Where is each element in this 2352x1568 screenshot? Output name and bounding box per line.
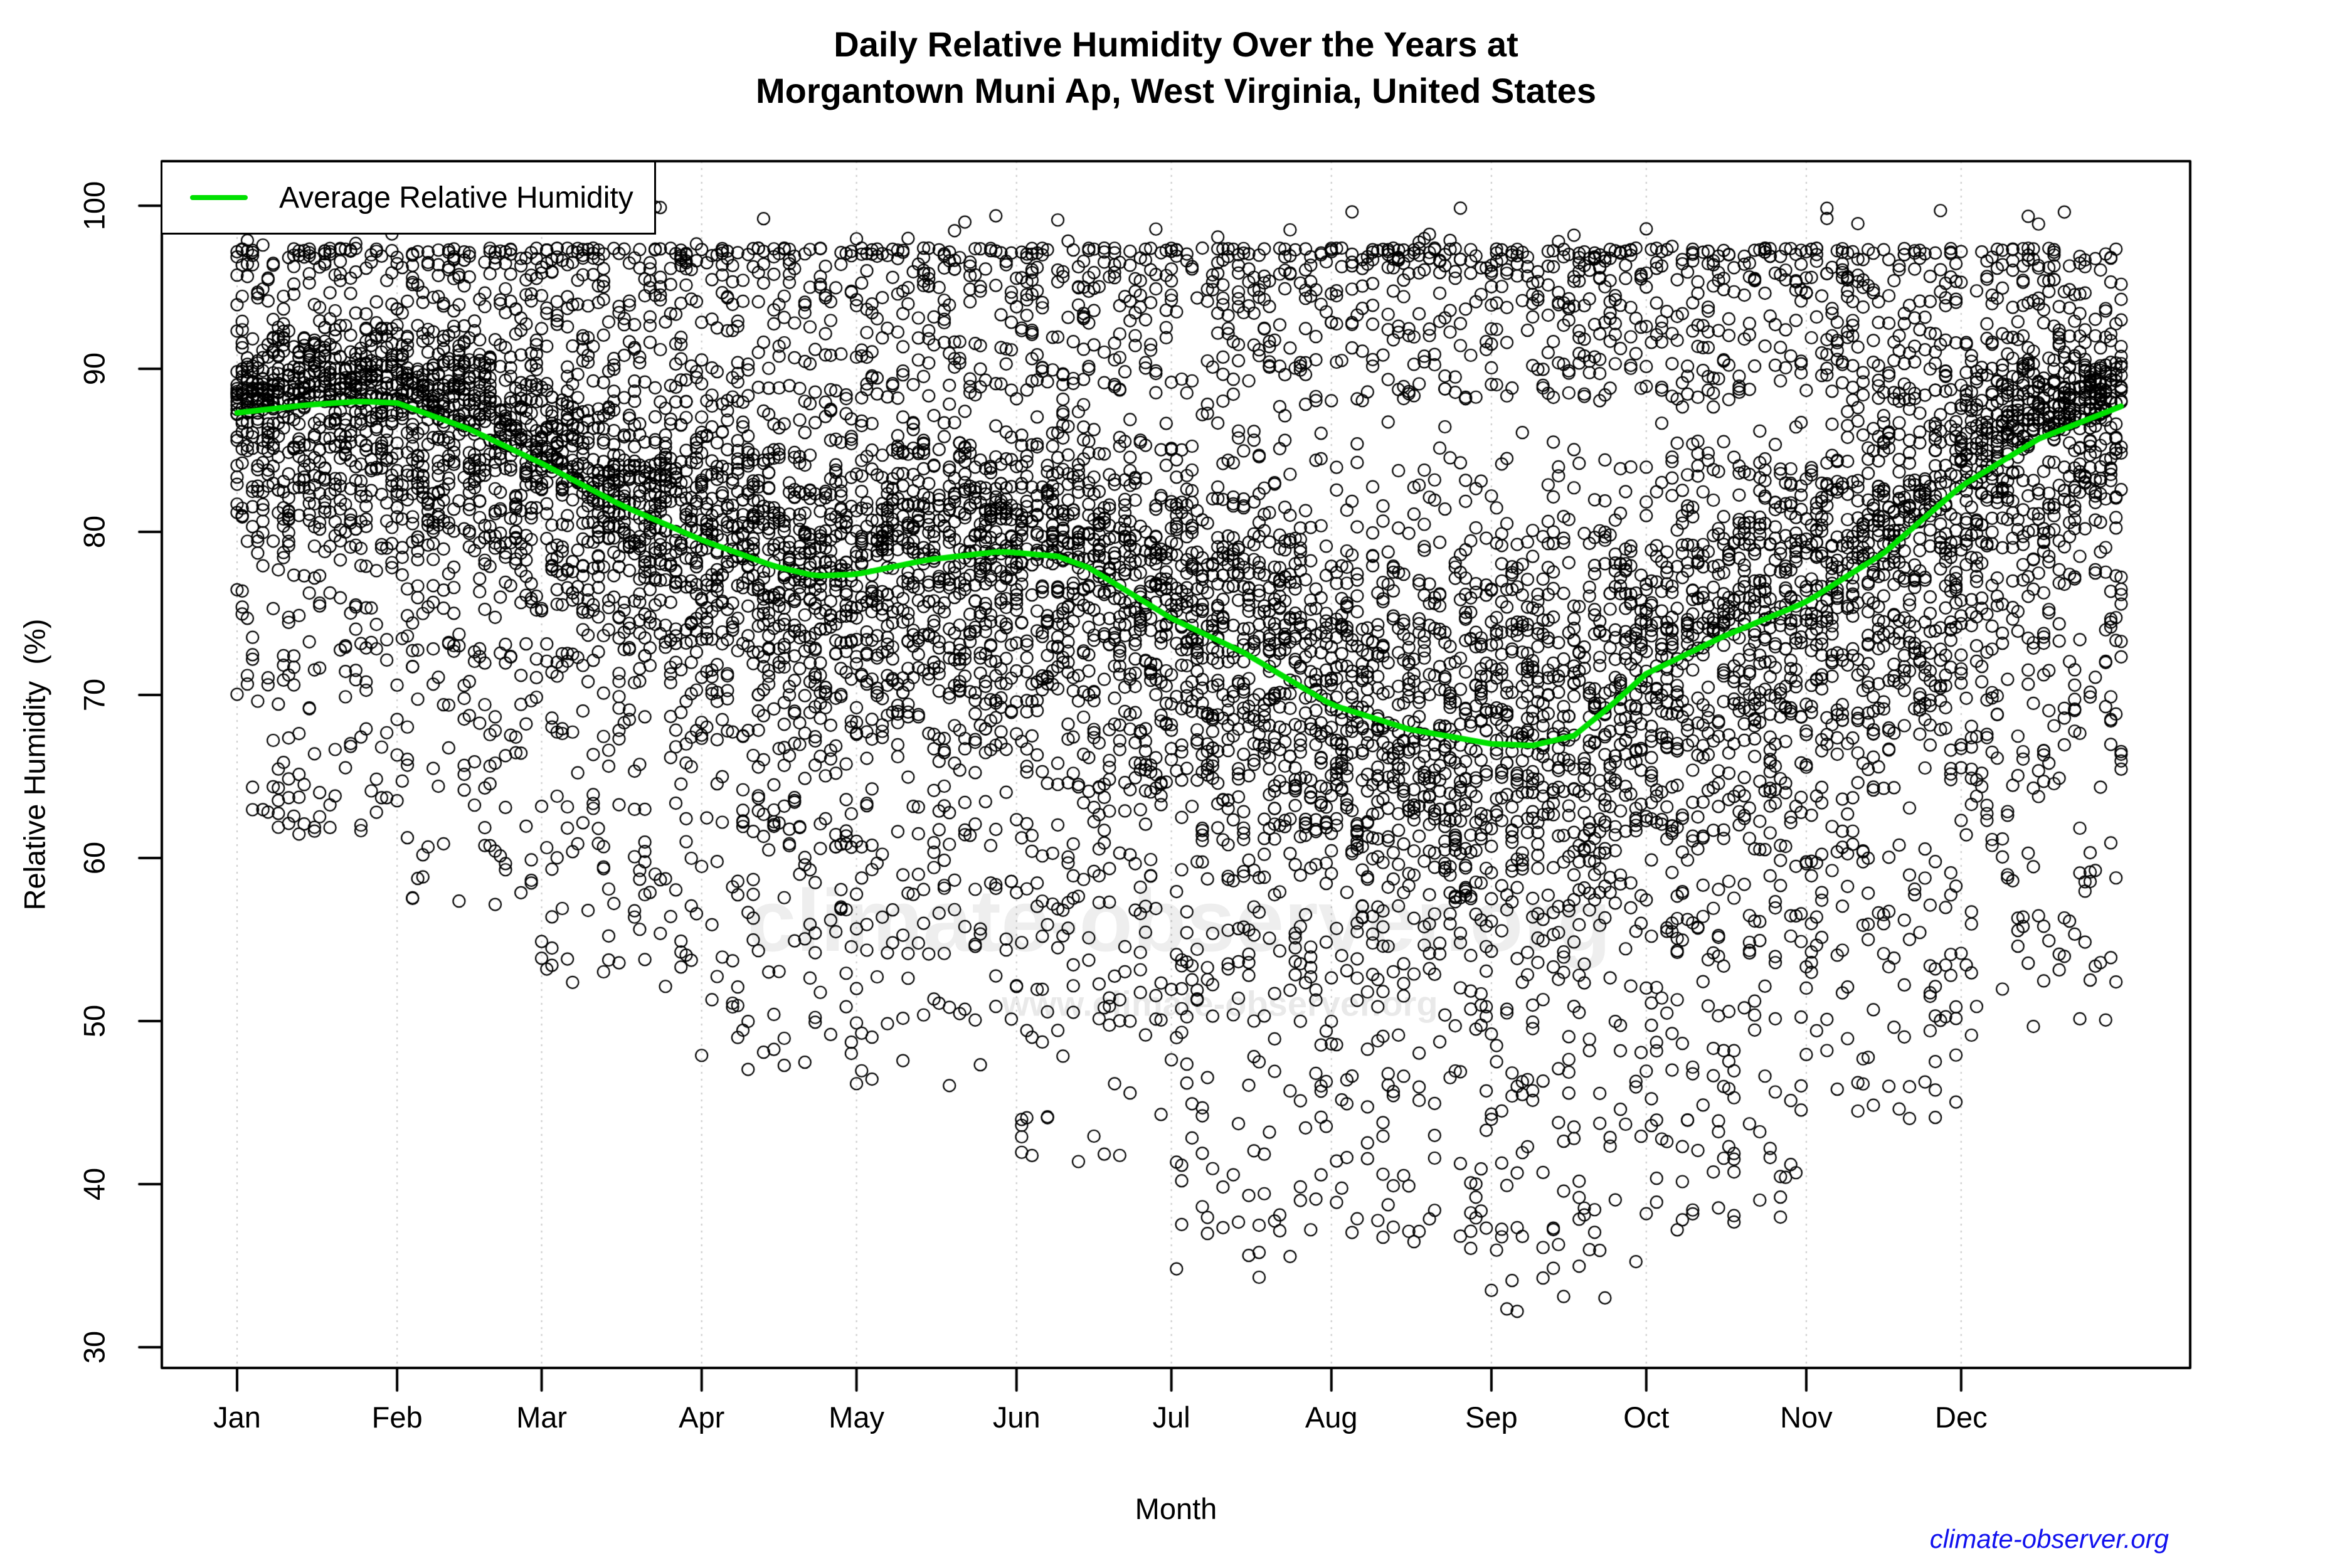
y-tick-label-60: 60 <box>77 841 111 875</box>
y-tick-label-30: 30 <box>77 1330 111 1364</box>
x-tick-label-jan: Jan <box>213 1401 261 1434</box>
y-tick-label-50: 50 <box>77 1004 111 1038</box>
x-tick-label-apr: Apr <box>679 1401 725 1434</box>
x-tick-label-aug: Aug <box>1305 1401 1358 1434</box>
x-tick-label-mar: Mar <box>516 1401 568 1434</box>
x-tick-label-jun: Jun <box>992 1401 1041 1434</box>
y-tick-label-100: 100 <box>77 181 111 231</box>
x-tick-label-oct: Oct <box>1623 1401 1670 1434</box>
legend-line-swatch <box>190 195 248 200</box>
watermark-text-small: www.climate-observer.org <box>1002 983 1438 1024</box>
x-tick-label-sep: Sep <box>1465 1401 1518 1434</box>
y-tick-label-70: 70 <box>77 678 111 712</box>
y-tick-label-90: 90 <box>77 352 111 386</box>
chart-title-line2: Morgantown Muni Ap, West Virginia, Unite… <box>756 71 1596 110</box>
legend-label: Average Relative Humidity <box>279 181 633 215</box>
x-tick-label-nov: Nov <box>1780 1401 1833 1434</box>
attribution-link[interactable]: climate-observer.org <box>1929 1524 2169 1554</box>
x-tick-label-feb: Feb <box>371 1401 423 1434</box>
y-axis-title: Relative Humidity (%) <box>18 618 51 911</box>
watermark-text-large: climate-observer.org <box>747 871 1611 970</box>
x-axis-title: Month <box>1135 1492 1217 1525</box>
x-tick-label-dec: Dec <box>1935 1401 1988 1434</box>
chart-title-line1: Daily Relative Humidity Over the Years a… <box>834 24 1518 64</box>
legend: Average Relative Humidity <box>161 161 656 235</box>
y-tick-label-80: 80 <box>77 515 111 549</box>
x-tick-label-jul: Jul <box>1152 1401 1190 1434</box>
y-tick-label-40: 40 <box>77 1167 111 1201</box>
x-tick-label-may: May <box>829 1401 884 1434</box>
